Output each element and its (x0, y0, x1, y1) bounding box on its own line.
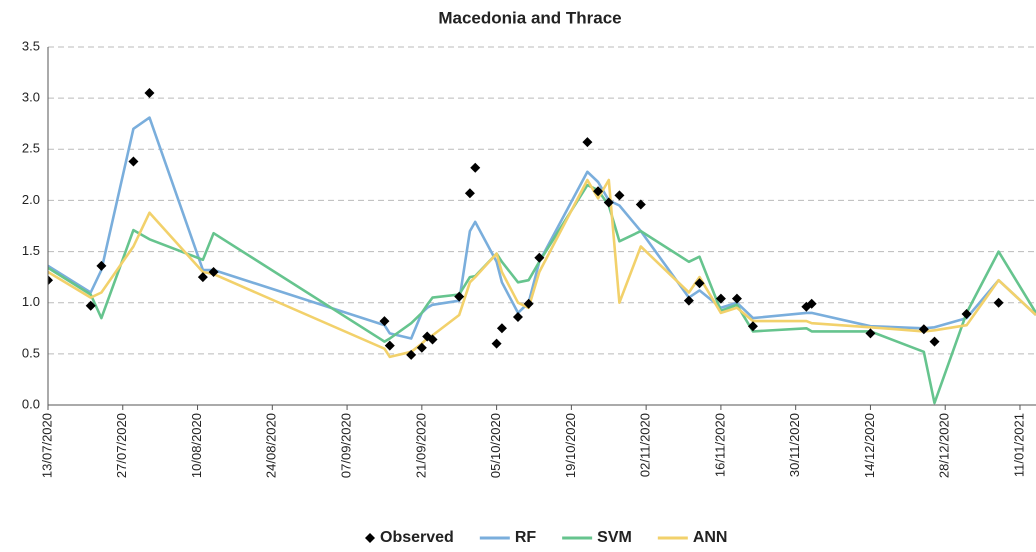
plot (48, 88, 1036, 405)
legend-label: SVM (597, 529, 632, 546)
y-tick-label: 2.5 (22, 141, 40, 156)
legend: Observed RF SVM ANN (365, 529, 727, 546)
observed-point (128, 156, 139, 167)
observed-point (144, 88, 155, 99)
x-tick-label: 02/11/2020 (638, 413, 653, 477)
x-tick-label: 30/11/2020 (787, 413, 802, 477)
x-tick-label: 05/10/2020 (488, 413, 503, 478)
legend-marker (365, 533, 375, 543)
observed-point (96, 260, 107, 271)
observed-point (48, 275, 53, 286)
legend-item: SVM (562, 529, 632, 546)
legend-label: RF (515, 529, 537, 546)
y-tick-label: 2.0 (22, 192, 40, 207)
x-tick-label: 14/12/2020 (862, 413, 877, 478)
y-tick-label: 0.0 (22, 396, 40, 411)
x-tick-label: 10/08/2020 (189, 413, 204, 478)
series-line (48, 178, 1036, 359)
observed-point (85, 300, 96, 311)
observed-point (379, 316, 390, 327)
observed-point (406, 349, 417, 360)
chart-title: Macedonia and Thrace (438, 8, 621, 27)
observed-point (470, 162, 481, 173)
observed-point (512, 312, 523, 323)
x-tick-label: 19/10/2020 (563, 413, 578, 478)
observed-point (464, 188, 475, 199)
y-tick-label: 0.5 (22, 345, 40, 360)
observed-point (635, 199, 646, 210)
x-tick-label: 21/09/2020 (413, 413, 428, 478)
legend-item: Observed (365, 529, 454, 546)
observed-point (384, 340, 395, 351)
legend-label: ANN (693, 529, 728, 546)
y-tick-label: 3.0 (22, 90, 40, 105)
observed-point (715, 293, 726, 304)
observed-point (614, 190, 625, 201)
observed-point (523, 298, 534, 309)
series-line (48, 116, 1036, 340)
x-tick-label: 11/01/2021 (1011, 413, 1026, 477)
legend-item: ANN (657, 529, 728, 546)
observed-point (865, 328, 876, 339)
observed-point (593, 186, 604, 197)
observed-point (961, 308, 972, 319)
x-tick-label: 28/12/2020 (937, 413, 952, 478)
x-tick-label: 07/09/2020 (339, 413, 354, 478)
observed-point (427, 334, 438, 345)
observed-point (918, 324, 929, 335)
observed-point (731, 293, 742, 304)
x-tick-label: 16/11/2020 (712, 413, 727, 477)
x-tick-label: 13/07/2020 (39, 413, 54, 478)
legend-item: RF (479, 529, 537, 546)
series-line (48, 183, 1036, 405)
axes: 0.0 0.5 1.0 1.5 2.0 2.5 3.0 3.5 13/07/2020 27/07/… (22, 38, 1036, 478)
x-tick-label: 24/08/2020 (264, 413, 279, 478)
observed-point (683, 295, 694, 306)
observed-point (603, 197, 614, 208)
observed-point (208, 267, 219, 278)
y-tick-label: 3.5 (22, 38, 40, 53)
observed-point (582, 137, 593, 148)
observed-point (491, 338, 502, 349)
observed-point (929, 336, 940, 347)
grid (48, 46, 1036, 355)
observed-point (496, 323, 507, 334)
observed-point (416, 342, 427, 353)
observed-point (694, 278, 705, 289)
observed-point (197, 272, 208, 283)
observed-point (806, 298, 817, 309)
observed-point (454, 291, 465, 302)
legend-label: Observed (380, 529, 454, 546)
observed-point (534, 252, 545, 263)
y-tick-label: 1.5 (22, 243, 40, 258)
x-tick-label: 27/07/2020 (114, 413, 129, 478)
y-tick-label: 1.0 (22, 294, 40, 309)
observed-point (747, 321, 758, 332)
observed-point (993, 297, 1004, 308)
